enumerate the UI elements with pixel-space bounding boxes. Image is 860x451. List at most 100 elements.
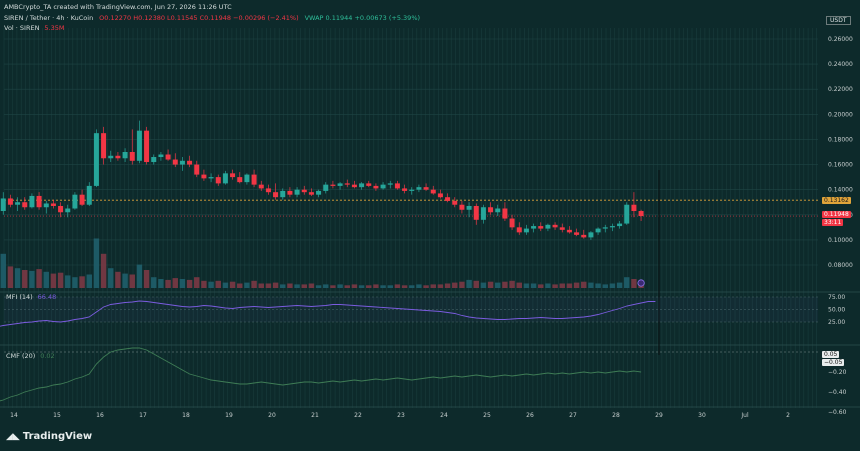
candle-body: [409, 189, 415, 191]
volume-bar: [172, 278, 178, 288]
time-axis: 14 15 16 17 18 19 20 21 22 23 24 25 26 27 28 29 30 Jul 2: [10, 412, 790, 419]
candle-body: [129, 152, 135, 161]
volume-bar: [186, 279, 193, 288]
candle-body: [187, 160, 193, 165]
volume-bar: [380, 285, 386, 288]
volume-bar: [566, 283, 573, 288]
mfi-legend[interactable]: MFI (14) 66.48: [6, 293, 56, 301]
cmf-badge-1: 0.05: [822, 351, 840, 358]
mfi-tick-label: 50.00: [828, 307, 845, 314]
grid-lines: [3, 28, 818, 408]
time-tick-label: 19: [225, 412, 233, 419]
volume-bar: [516, 282, 522, 288]
volume-bar: [115, 271, 121, 288]
time-tick-label: 21: [311, 412, 319, 419]
candle-body: [301, 189, 307, 193]
cmf-tick-label: −0.40: [828, 389, 847, 396]
candle-body: [617, 223, 623, 227]
candle-body: [251, 174, 257, 185]
candle-body: [459, 204, 465, 210]
candle-body: [516, 227, 522, 233]
volume-bar: [387, 285, 393, 288]
time-tick-label: 30: [698, 412, 706, 419]
price-tick-label: 0.08000: [828, 262, 853, 269]
candle-body: [330, 184, 336, 186]
candle-body: [588, 232, 594, 238]
volume-bar: [624, 277, 630, 288]
candle-body: [480, 207, 486, 220]
candle-body: [151, 157, 157, 163]
candle-body: [237, 177, 243, 183]
price-tick-label: 0.24000: [828, 61, 853, 68]
volume-bar: [538, 284, 544, 288]
candle-body: [115, 155, 121, 159]
event-marker-icon: [637, 279, 645, 287]
candle-body: [50, 203, 56, 206]
candle-body: [337, 183, 343, 186]
volume-bar: [573, 282, 580, 288]
volume-bar: [122, 273, 128, 288]
volume-bar: [201, 280, 207, 288]
candle-body: [65, 208, 71, 213]
volume-bar: [631, 279, 637, 288]
candle-body: [265, 188, 271, 193]
volume-bar: [588, 282, 594, 288]
cmf-value: 0.02: [40, 352, 55, 360]
volume-bar: [452, 282, 458, 288]
volume-bar: [14, 268, 21, 288]
candle-body: [430, 189, 436, 194]
time-tick-label: 20: [268, 412, 276, 419]
vwap-readout: VWAP 0.11944 +0.00673 (+5.39%): [304, 14, 421, 22]
time-tick-label: 22: [354, 412, 362, 419]
volume-bar: [93, 238, 100, 288]
volume-bar: [423, 285, 429, 288]
volume-bar: [265, 283, 272, 288]
volume-bar: [151, 277, 157, 288]
candle-body: [316, 190, 322, 195]
volume-bar: [237, 283, 243, 288]
volume-bar: [222, 282, 229, 288]
price-tick-label: 0.16000: [828, 162, 853, 169]
volume-bar: [366, 285, 372, 288]
price-tick-label: 0.26000: [828, 36, 853, 43]
volume-bar: [165, 279, 171, 288]
volume-bar: [502, 281, 508, 288]
symbol-title[interactable]: SIREN / Tether · 4h · KuCoin: [4, 14, 94, 22]
price-tick-label: 0.10000: [828, 237, 853, 244]
currency-button[interactable]: USDT: [826, 16, 851, 25]
volume-row: Vol · SIREN 5.35M: [4, 24, 64, 32]
volume-bar: [602, 284, 608, 288]
cmf-badge-2: −0.05: [822, 359, 845, 366]
cmf-legend[interactable]: CMF (20) 0.02: [6, 352, 55, 360]
volume-bar: [315, 285, 322, 288]
brand-logo[interactable]: ◢◣ TradingView: [6, 431, 92, 442]
candle-body: [273, 192, 279, 198]
candle-body: [387, 183, 393, 185]
candle-body: [172, 159, 178, 165]
volume-bar: [136, 264, 143, 288]
price-tick-label: 0.14000: [828, 187, 853, 194]
volume-bars: [0, 238, 644, 288]
candle-body: [602, 227, 608, 229]
volume-bar: [394, 284, 401, 288]
volume-bar: [29, 270, 35, 288]
time-tick-label: 29: [655, 412, 663, 419]
volume-bar: [287, 283, 293, 288]
volume-bar: [294, 284, 300, 288]
time-tick-label: 23: [397, 412, 405, 419]
volume-bar: [100, 253, 107, 288]
candle-body: [437, 193, 443, 198]
candle-body: [595, 228, 601, 233]
volume-bar: [487, 281, 494, 288]
candle-body: [466, 205, 472, 210]
volume-bar: [495, 282, 501, 288]
volume-bar: [57, 272, 64, 288]
volume-bar: [473, 280, 479, 288]
volume-bar: [616, 282, 623, 288]
candle-body: [0, 198, 6, 212]
cmf-tick-label: −0.20: [828, 369, 847, 376]
volume-bar: [0, 253, 6, 288]
volume-bar: [523, 283, 530, 288]
volume-bar: [552, 284, 558, 288]
